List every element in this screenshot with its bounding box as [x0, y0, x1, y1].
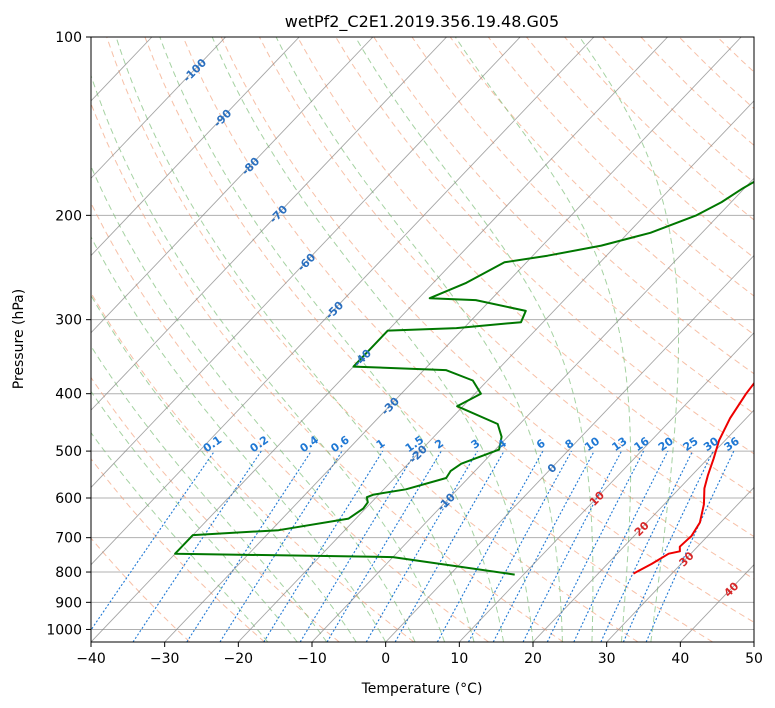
moist-adiabat [91, 74, 446, 642]
moist-adiabat [91, 390, 298, 642]
isotherm [458, 332, 754, 642]
mixing-ratio-line [186, 450, 312, 642]
isotherm [164, 37, 742, 642]
x-tick-label: 0 [381, 651, 390, 667]
x-tick-label: 30 [598, 651, 616, 667]
chart-title: wetPf2_C2E1.2019.356.19.48.G05 [285, 12, 559, 32]
x-tick-label: −30 [150, 651, 180, 667]
mixing-ratio-line [622, 450, 714, 642]
moist-adiabat [354, 37, 594, 642]
isotherm [91, 37, 374, 334]
isotherm [91, 37, 300, 257]
y-tick-label: 600 [55, 491, 82, 507]
moist-adiabat [159, 37, 504, 642]
y-tick-label: 100 [55, 30, 82, 46]
dewpoint-profile-line [174, 180, 754, 576]
axes: −40 −30 −20 −10 0 10 20 30 40 50 100 200 300 400 500 60… [46, 30, 763, 667]
isotherm [311, 177, 754, 642]
moist-adiabat [211, 37, 534, 642]
y-tick-label: 200 [55, 208, 82, 224]
sounding-series [174, 180, 754, 576]
dry-adiabat [449, 37, 754, 336]
y-tick-label: 300 [55, 313, 82, 329]
x-tick-label: −20 [224, 651, 254, 667]
isotherm [237, 100, 754, 642]
mixing-ratio-line [263, 450, 384, 642]
y-tick-label: 900 [55, 595, 82, 611]
x-tick-label: 40 [671, 651, 689, 667]
moist-adiabat [275, 37, 563, 642]
y-tick-label: 400 [55, 387, 82, 403]
dry-adiabat [144, 37, 713, 642]
isotherm [91, 37, 521, 489]
y-tick-label: 800 [55, 565, 82, 581]
moist-adiabat [579, 37, 679, 642]
x-tick-label: −40 [76, 651, 106, 667]
isotherm [385, 254, 754, 642]
dry-adiabat [91, 458, 265, 642]
dry-adiabat [373, 37, 754, 415]
mixing-ratio-line [573, 450, 669, 642]
x-axis-label: Temperature (°C) [361, 681, 483, 697]
mixing-ratio-line [299, 450, 417, 642]
mixing-ratio-line [436, 450, 544, 642]
x-tick-label: 50 [745, 651, 763, 667]
y-tick-label: 700 [55, 531, 82, 547]
moist-adiabat [91, 294, 357, 642]
x-tick-label: −10 [297, 651, 327, 667]
dry-adiabat [297, 37, 754, 496]
mixing-ratio-line [522, 450, 622, 642]
mixing-ratio-line [91, 450, 215, 631]
moist-adiabat [115, 37, 475, 642]
temperature-profile-line [633, 381, 754, 575]
mixing-ratio-line [600, 450, 694, 642]
dry-adiabat [91, 201, 489, 642]
moist-adiabats [91, 37, 679, 642]
moist-adiabat [91, 235, 387, 642]
dry-adiabat [487, 37, 754, 297]
moist-adiabat [91, 431, 269, 642]
dry-adiabat [106, 37, 639, 642]
isotherm [91, 37, 595, 566]
mixing-ratio-line [546, 450, 645, 642]
plot-frame [90, 36, 755, 643]
y-tick-label: 1000 [46, 622, 82, 638]
dry-adiabat [91, 102, 564, 642]
mixing-ratio-line [219, 450, 343, 642]
isotherm [532, 409, 754, 642]
isotherm [91, 37, 226, 179]
isotherm [606, 486, 754, 642]
y-axis-label: Pressure (hPa) [11, 289, 27, 389]
moist-adiabat [454, 37, 632, 642]
isotherm [91, 37, 447, 411]
dry-adiabat [182, 37, 754, 623]
mixing-ratio-line [468, 450, 572, 642]
dry-adiabat [220, 37, 754, 580]
y-tick-label: 500 [55, 444, 82, 460]
moist-adiabat [91, 345, 328, 642]
dry-adiabat [335, 37, 754, 455]
x-tick-label: 20 [524, 651, 542, 667]
x-tick-label: 10 [450, 651, 468, 667]
dry-adiabat [411, 37, 754, 375]
